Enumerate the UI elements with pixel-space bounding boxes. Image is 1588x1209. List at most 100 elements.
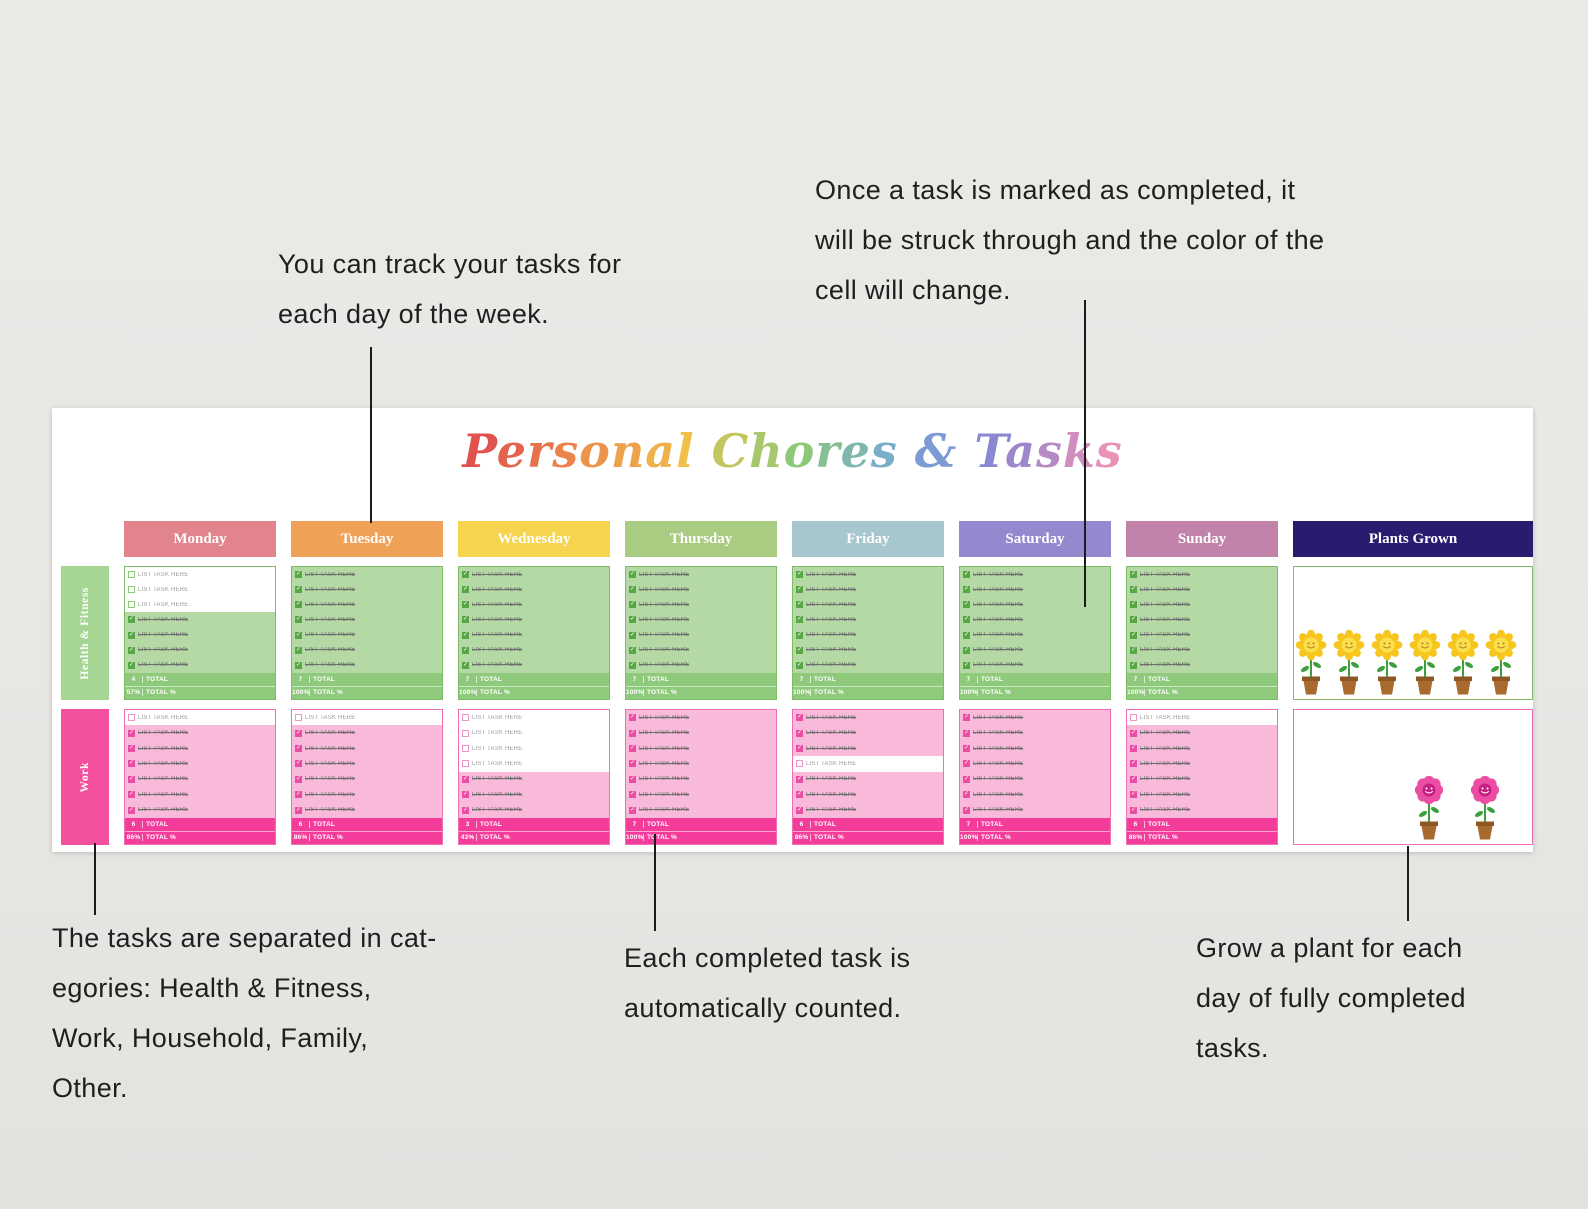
task-row[interactable]: ✓ LIST TASK HERE [292, 657, 442, 673]
checked-checkbox-icon[interactable]: ✓ [462, 646, 469, 654]
task-row[interactable]: ✓ LIST TASK HERE [459, 787, 609, 803]
checked-checkbox-icon[interactable]: ✓ [128, 791, 135, 799]
task-row[interactable]: ✓ LIST TASK HERE [459, 627, 609, 643]
task-row[interactable]: ✓ LIST TASK HERE [292, 725, 442, 741]
task-row[interactable]: ✓ LIST TASK HERE [1127, 740, 1277, 757]
checked-checkbox-icon[interactable]: ✓ [128, 775, 135, 783]
empty-checkbox-icon[interactable] [128, 601, 135, 609]
checked-checkbox-icon[interactable]: ✓ [295, 601, 302, 609]
checked-checkbox-icon[interactable]: ✓ [1130, 745, 1137, 753]
checked-checkbox-icon[interactable]: ✓ [796, 661, 803, 669]
checked-checkbox-icon[interactable]: ✓ [1130, 791, 1137, 799]
checked-checkbox-icon[interactable]: ✓ [796, 806, 803, 814]
checked-checkbox-icon[interactable]: ✓ [295, 586, 302, 594]
checked-checkbox-icon[interactable]: ✓ [629, 616, 636, 624]
checked-checkbox-icon[interactable]: ✓ [128, 760, 135, 768]
checked-checkbox-icon[interactable]: ✓ [295, 806, 302, 814]
checked-checkbox-icon[interactable]: ✓ [963, 586, 970, 594]
checked-checkbox-icon[interactable]: ✓ [963, 571, 970, 579]
task-row[interactable]: LIST TASK HERE [459, 756, 609, 771]
task-row[interactable]: ✓ LIST TASK HERE [626, 802, 776, 818]
task-row[interactable]: ✓ LIST TASK HERE [1127, 725, 1277, 741]
task-row[interactable]: ✓ LIST TASK HERE [960, 567, 1110, 583]
task-row[interactable]: ✓ LIST TASK HERE [960, 642, 1110, 658]
task-row[interactable]: ✓ LIST TASK HERE [793, 787, 943, 803]
task-row[interactable]: ✓ LIST TASK HERE [626, 642, 776, 658]
task-row[interactable]: LIST TASK HERE [125, 597, 275, 612]
checked-checkbox-icon[interactable]: ✓ [963, 775, 970, 783]
checked-checkbox-icon[interactable]: ✓ [1130, 586, 1137, 594]
empty-checkbox-icon[interactable] [1130, 714, 1137, 722]
task-row[interactable]: ✓ LIST TASK HERE [793, 802, 943, 818]
checked-checkbox-icon[interactable]: ✓ [128, 631, 135, 639]
task-row[interactable]: ✓ LIST TASK HERE [626, 771, 776, 788]
checked-checkbox-icon[interactable]: ✓ [128, 729, 135, 737]
checked-checkbox-icon[interactable]: ✓ [629, 631, 636, 639]
task-row[interactable]: ✓ LIST TASK HERE [292, 802, 442, 818]
checked-checkbox-icon[interactable]: ✓ [796, 586, 803, 594]
checked-checkbox-icon[interactable]: ✓ [295, 631, 302, 639]
empty-checkbox-icon[interactable] [462, 729, 469, 737]
task-row[interactable]: ✓ LIST TASK HERE [626, 740, 776, 757]
task-row[interactable]: ✓ LIST TASK HERE [626, 725, 776, 741]
checked-checkbox-icon[interactable]: ✓ [1130, 601, 1137, 609]
checked-checkbox-icon[interactable]: ✓ [963, 729, 970, 737]
task-row[interactable]: ✓ LIST TASK HERE [1127, 802, 1277, 818]
checked-checkbox-icon[interactable]: ✓ [462, 791, 469, 799]
checked-checkbox-icon[interactable]: ✓ [963, 646, 970, 654]
checked-checkbox-icon[interactable]: ✓ [462, 806, 469, 814]
task-row[interactable]: LIST TASK HERE [125, 710, 275, 725]
checked-checkbox-icon[interactable]: ✓ [629, 760, 636, 768]
task-row[interactable]: ✓ LIST TASK HERE [793, 657, 943, 673]
task-row[interactable]: ✓ LIST TASK HERE [626, 756, 776, 772]
task-row[interactable]: ✓ LIST TASK HERE [793, 627, 943, 643]
empty-checkbox-icon[interactable] [128, 586, 135, 594]
task-row[interactable]: ✓ LIST TASK HERE [292, 627, 442, 643]
checked-checkbox-icon[interactable]: ✓ [629, 661, 636, 669]
task-row[interactable]: LIST TASK HERE [292, 710, 442, 725]
checked-checkbox-icon[interactable]: ✓ [128, 806, 135, 814]
checked-checkbox-icon[interactable]: ✓ [796, 745, 803, 753]
task-row[interactable]: ✓ LIST TASK HERE [125, 787, 275, 803]
checked-checkbox-icon[interactable]: ✓ [629, 729, 636, 737]
task-row[interactable]: ✓ LIST TASK HERE [960, 612, 1110, 628]
task-row[interactable]: ✓ LIST TASK HERE [626, 567, 776, 583]
checked-checkbox-icon[interactable]: ✓ [295, 661, 302, 669]
checked-checkbox-icon[interactable]: ✓ [963, 601, 970, 609]
checked-checkbox-icon[interactable]: ✓ [1130, 631, 1137, 639]
task-row[interactable]: ✓ LIST TASK HERE [960, 657, 1110, 673]
task-row[interactable]: ✓ LIST TASK HERE [626, 582, 776, 598]
task-row[interactable]: ✓ LIST TASK HERE [459, 597, 609, 613]
task-row[interactable]: ✓ LIST TASK HERE [459, 582, 609, 598]
task-row[interactable]: ✓ LIST TASK HERE [960, 756, 1110, 772]
checked-checkbox-icon[interactable]: ✓ [462, 571, 469, 579]
task-row[interactable]: ✓ LIST TASK HERE [793, 582, 943, 598]
task-row[interactable]: ✓ LIST TASK HERE [1127, 597, 1277, 613]
task-row[interactable]: ✓ LIST TASK HERE [459, 642, 609, 658]
task-row[interactable]: ✓ LIST TASK HERE [793, 612, 943, 628]
checked-checkbox-icon[interactable]: ✓ [295, 571, 302, 579]
checked-checkbox-icon[interactable]: ✓ [128, 646, 135, 654]
checked-checkbox-icon[interactable]: ✓ [295, 646, 302, 654]
task-row[interactable]: ✓ LIST TASK HERE [1127, 642, 1277, 658]
task-row[interactable]: ✓ LIST TASK HERE [292, 567, 442, 583]
task-row[interactable]: ✓ LIST TASK HERE [626, 612, 776, 628]
empty-checkbox-icon[interactable] [128, 571, 135, 579]
checked-checkbox-icon[interactable]: ✓ [796, 616, 803, 624]
task-row[interactable]: ✓ LIST TASK HERE [960, 802, 1110, 818]
checked-checkbox-icon[interactable]: ✓ [796, 775, 803, 783]
checked-checkbox-icon[interactable]: ✓ [1130, 661, 1137, 669]
checked-checkbox-icon[interactable]: ✓ [1130, 775, 1137, 783]
checked-checkbox-icon[interactable]: ✓ [1130, 571, 1137, 579]
task-row[interactable]: ✓ LIST TASK HERE [793, 567, 943, 583]
task-row[interactable]: LIST TASK HERE [125, 582, 275, 597]
task-row[interactable]: ✓ LIST TASK HERE [626, 710, 776, 726]
checked-checkbox-icon[interactable]: ✓ [462, 586, 469, 594]
task-row[interactable]: LIST TASK HERE [125, 567, 275, 582]
task-row[interactable]: ✓ LIST TASK HERE [125, 612, 275, 628]
checked-checkbox-icon[interactable]: ✓ [128, 661, 135, 669]
checked-checkbox-icon[interactable]: ✓ [963, 791, 970, 799]
task-row[interactable]: ✓ LIST TASK HERE [960, 725, 1110, 741]
checked-checkbox-icon[interactable]: ✓ [462, 775, 469, 783]
task-row[interactable]: ✓ LIST TASK HERE [1127, 582, 1277, 598]
